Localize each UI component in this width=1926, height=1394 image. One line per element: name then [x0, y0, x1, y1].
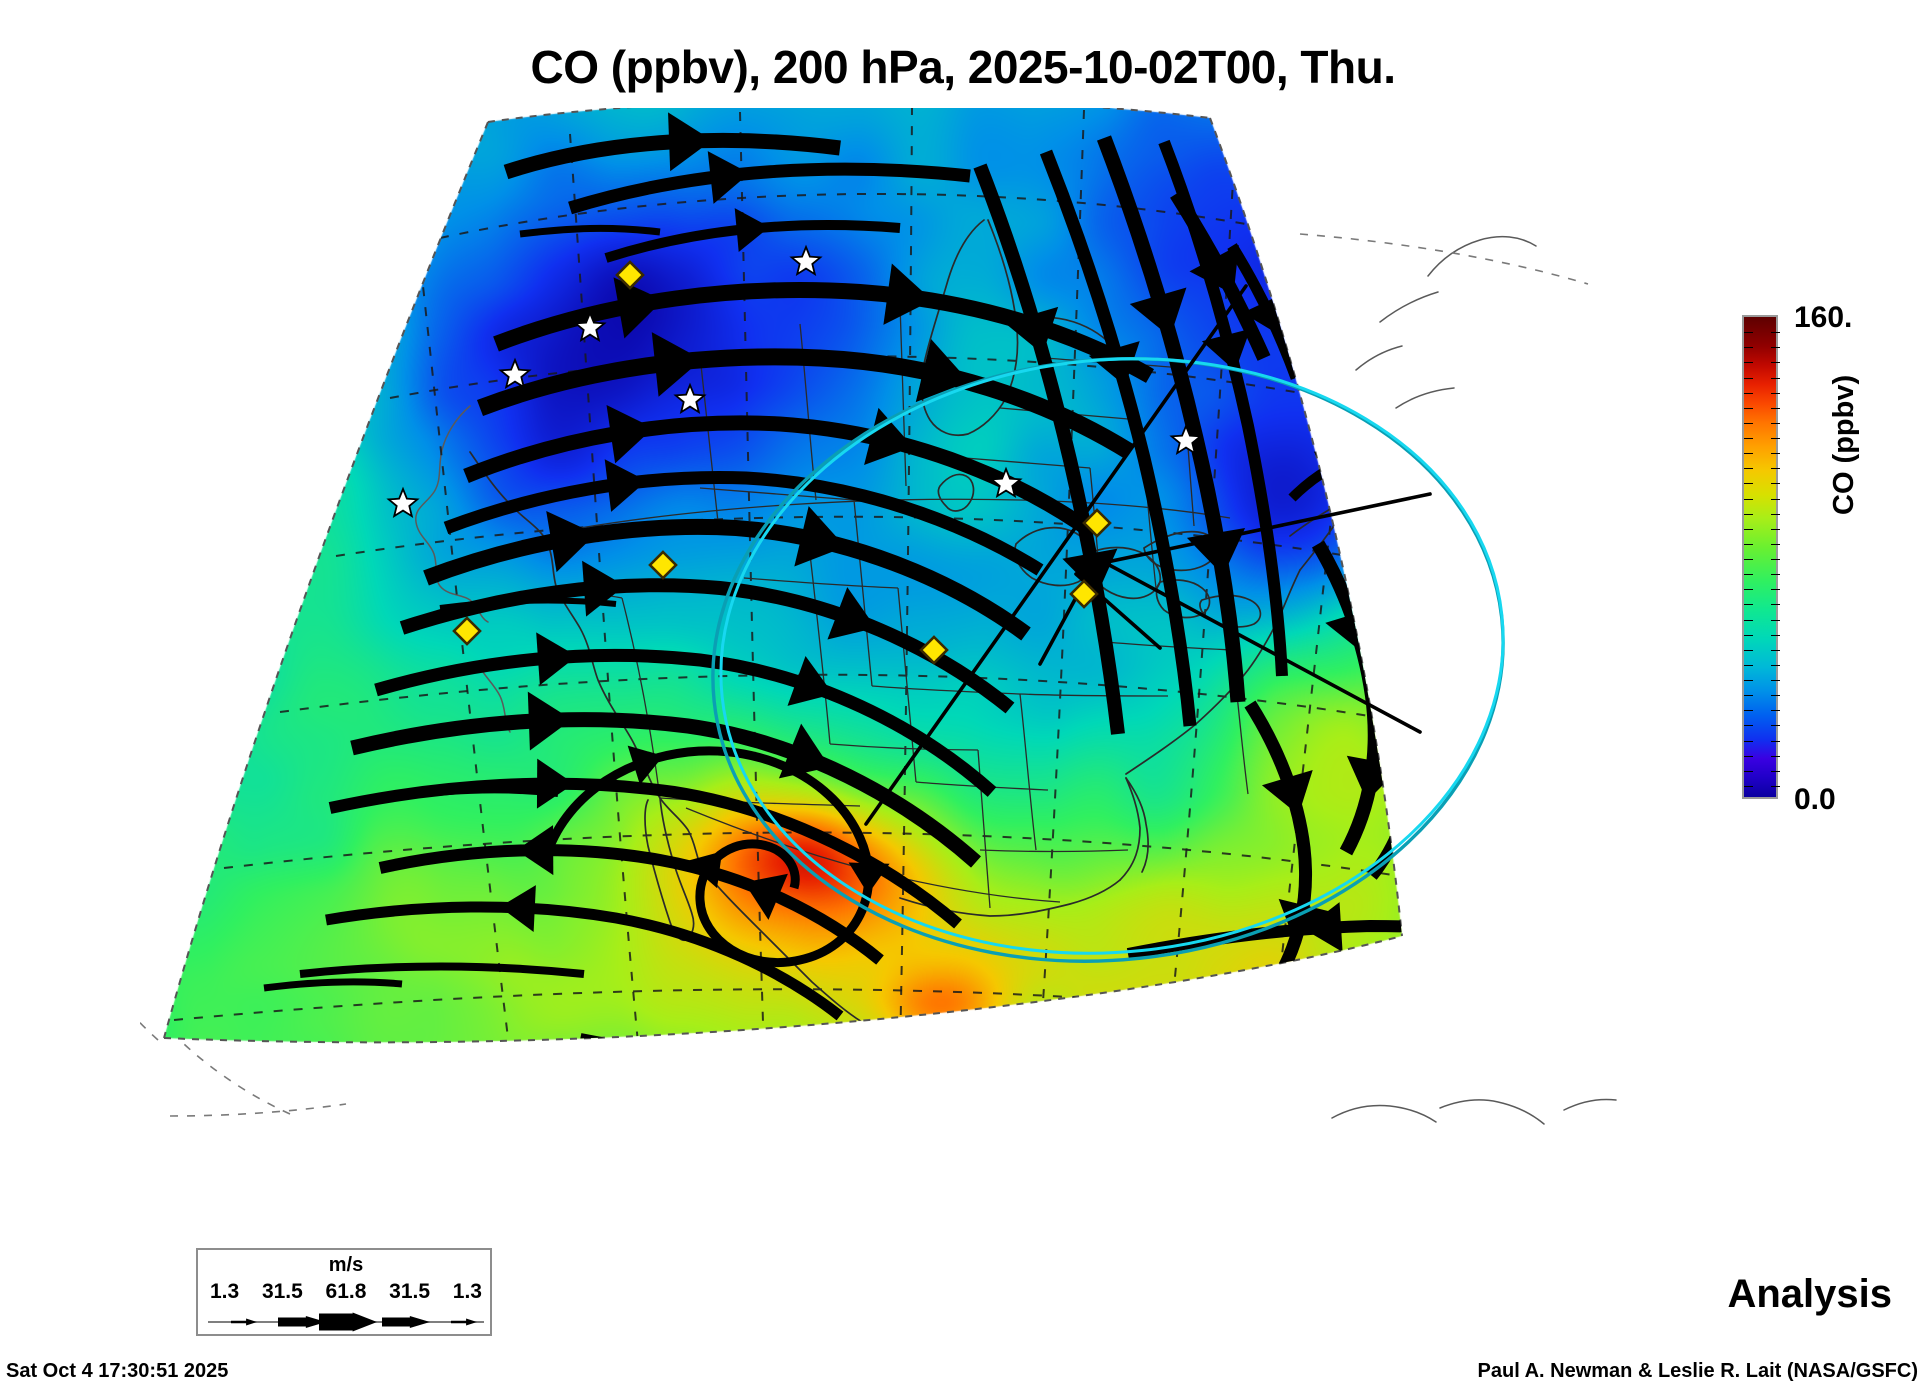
map-overlays [140, 108, 1617, 1125]
map-figure [140, 108, 1700, 1238]
wind-tick-1: 31.5 [261, 1280, 303, 1303]
wind-tick-0: 1.3 [210, 1280, 240, 1303]
colorbar-gradient [1742, 315, 1780, 801]
station-marker-star [673, 382, 707, 415]
page-title: CO (ppbv), 200 hPa, 2025-10-02T00, Thu. [530, 41, 1396, 93]
colorbar-axis-label: CO (ppbv) [1828, 374, 1860, 515]
station-marker-diamond [648, 550, 678, 580]
station-marker-diamond [1069, 579, 1099, 609]
wind-legend-arrow-scale [208, 1312, 484, 1332]
wind-speed-legend: m/s 1.3 31.5 61.8 31.5 1.3 [196, 1248, 492, 1336]
station-marker-diamond [1082, 508, 1112, 538]
colorbar-max-label: 160. [1794, 301, 1853, 334]
colorbar-min-label: 0.0 [1794, 783, 1836, 816]
station-marker-star [498, 357, 532, 390]
colorbar: 160. 0.0 CO (ppbv) [1742, 301, 1922, 816]
wind-tick-2: 61.8 [325, 1280, 367, 1303]
station-marker-star [386, 486, 420, 519]
generation-timestamp: Sat Oct 4 17:30:51 2025 [6, 1360, 229, 1382]
wind-tick-4: 1.3 [452, 1280, 482, 1303]
station-marker-diamond [919, 635, 949, 665]
wind-legend-ticks: 1.3 31.5 61.8 31.5 1.3 [198, 1280, 494, 1304]
station-marker-star [989, 466, 1023, 499]
station-marker-star [573, 310, 607, 343]
colorbar-ticks [1744, 317, 1780, 801]
product-type-label: Analysis [1727, 1272, 1892, 1316]
wind-tick-3: 31.5 [389, 1280, 431, 1303]
author-credit: Paul A. Newman & Leslie R. Lait (NASA/GS… [1477, 1360, 1918, 1382]
station-marker-diamond [452, 616, 482, 646]
station-marker-star [789, 244, 823, 277]
wind-legend-unit: m/s [328, 1254, 364, 1276]
station-marker-star [1169, 423, 1203, 456]
station-marker-diamond [615, 260, 645, 290]
